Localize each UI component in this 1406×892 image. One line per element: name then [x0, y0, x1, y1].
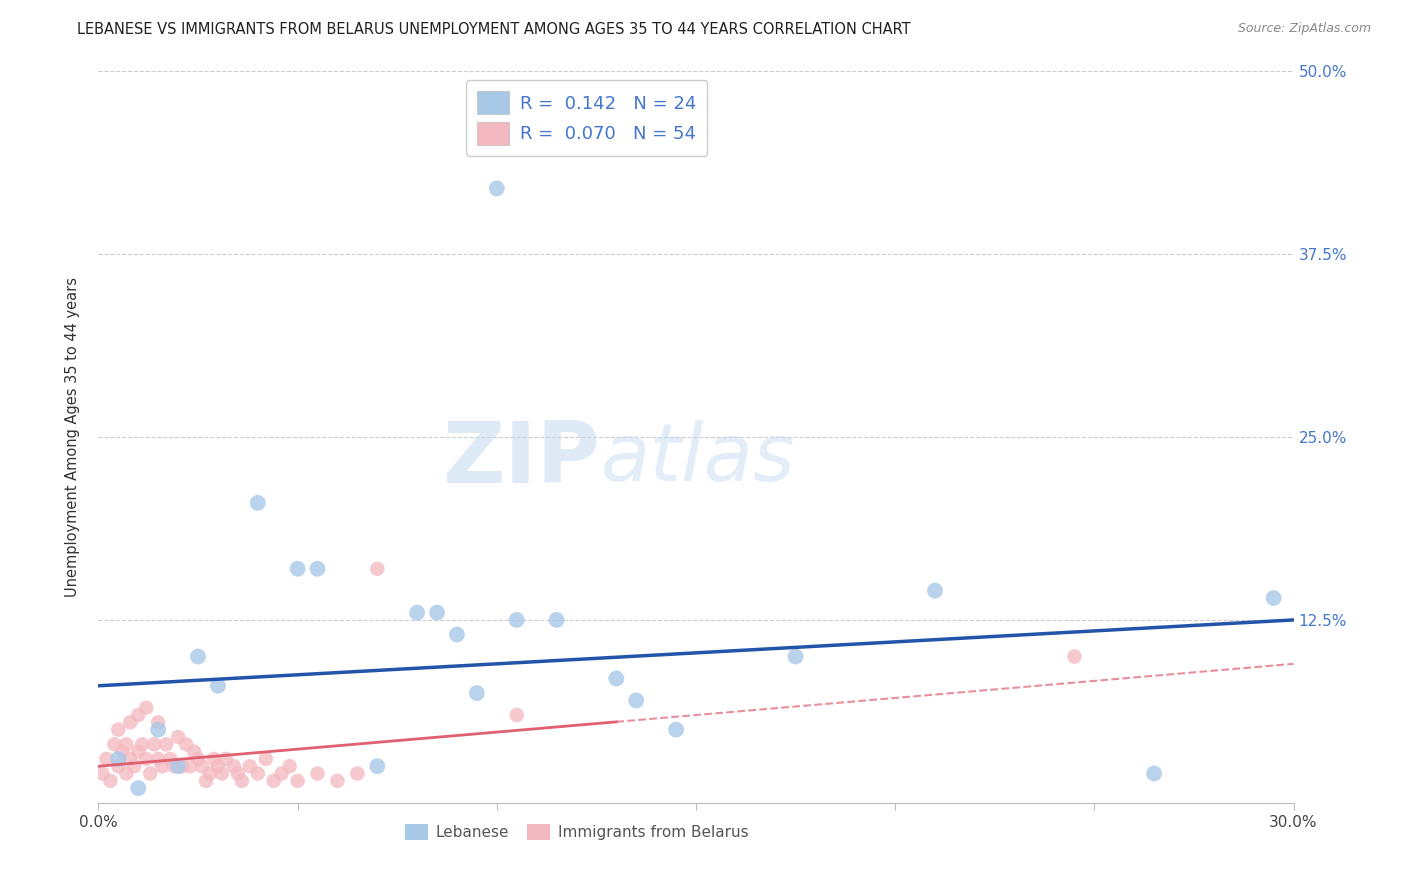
Point [506, 613, 529, 627]
Point [187, 752, 209, 766]
Point [135, 752, 157, 766]
Point [278, 759, 301, 773]
Point [127, 745, 149, 759]
Point [307, 562, 329, 576]
Point [254, 752, 277, 766]
Point [174, 737, 197, 751]
Text: ZIP: ZIP [443, 417, 600, 500]
Point [485, 181, 508, 195]
Point [96, 752, 118, 766]
Point [506, 708, 529, 723]
Point [231, 773, 253, 788]
Point [103, 737, 125, 751]
Point [226, 766, 249, 780]
Point [115, 766, 138, 780]
Point [246, 766, 269, 780]
Point [785, 649, 807, 664]
Point [135, 700, 157, 714]
Point [179, 759, 201, 773]
Point [107, 759, 129, 773]
Point [246, 496, 269, 510]
Point [1063, 649, 1085, 664]
Point [326, 773, 349, 788]
Point [222, 759, 245, 773]
Point [626, 693, 648, 707]
Point [211, 766, 233, 780]
Point [546, 613, 568, 627]
Point [148, 723, 170, 737]
Point [120, 752, 142, 766]
Text: atlas: atlas [600, 420, 796, 498]
Point [172, 759, 194, 773]
Point [111, 745, 134, 759]
Point [239, 759, 262, 773]
Point [98, 773, 122, 788]
Point [215, 752, 238, 766]
Point [139, 766, 162, 780]
Text: LEBANESE VS IMMIGRANTS FROM BELARUS UNEMPLOYMENT AMONG AGES 35 TO 44 YEARS CORRE: LEBANESE VS IMMIGRANTS FROM BELARUS UNEM… [77, 22, 911, 37]
Point [665, 723, 688, 737]
Point [159, 752, 181, 766]
Point [107, 752, 129, 766]
Point [366, 759, 388, 773]
Point [198, 766, 221, 780]
Point [150, 759, 173, 773]
Point [143, 737, 166, 751]
Point [346, 766, 368, 780]
Point [207, 679, 229, 693]
Point [148, 715, 170, 730]
Point [163, 759, 186, 773]
Point [287, 773, 309, 788]
Y-axis label: Unemployment Among Ages 35 to 44 years: Unemployment Among Ages 35 to 44 years [65, 277, 80, 597]
Point [167, 759, 190, 773]
Point [446, 627, 468, 641]
Point [127, 781, 149, 796]
Point [120, 715, 142, 730]
Text: Source: ZipAtlas.com: Source: ZipAtlas.com [1237, 22, 1371, 36]
Point [127, 708, 149, 723]
Point [207, 759, 229, 773]
Point [148, 752, 170, 766]
Point [1263, 591, 1285, 605]
Legend: Lebanese, Immigrants from Belarus: Lebanese, Immigrants from Belarus [398, 818, 755, 847]
Point [287, 562, 309, 576]
Point [91, 766, 114, 780]
Point [924, 583, 946, 598]
Point [307, 766, 329, 780]
Point [202, 752, 225, 766]
Point [183, 745, 205, 759]
Point [366, 562, 388, 576]
Point [115, 737, 138, 751]
Point [1143, 766, 1166, 780]
Point [195, 773, 218, 788]
Point [131, 737, 153, 751]
Point [167, 730, 190, 744]
Point [263, 773, 285, 788]
Point [124, 759, 146, 773]
Point [155, 737, 177, 751]
Point [426, 606, 449, 620]
Point [605, 672, 627, 686]
Point [465, 686, 488, 700]
Point [406, 606, 429, 620]
Point [270, 766, 292, 780]
Point [187, 649, 209, 664]
Point [191, 759, 214, 773]
Point [107, 723, 129, 737]
